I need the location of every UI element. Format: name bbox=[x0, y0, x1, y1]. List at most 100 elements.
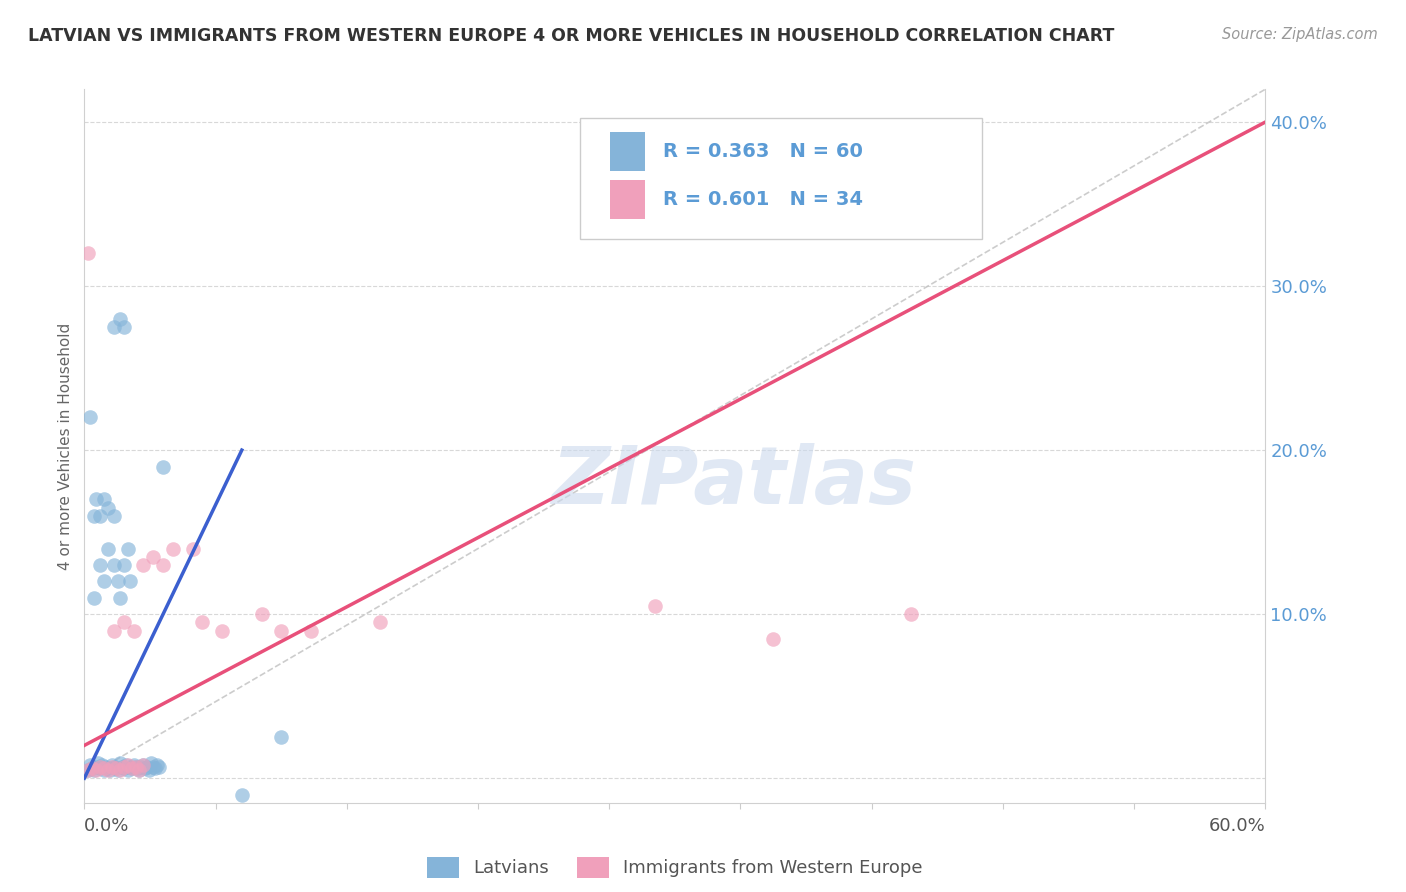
Point bbox=[97, 500, 120, 515]
Point bbox=[94, 760, 117, 774]
Point bbox=[132, 758, 155, 772]
Text: LATVIAN VS IMMIGRANTS FROM WESTERN EUROPE 4 OR MORE VEHICLES IN HOUSEHOLD CORREL: LATVIAN VS IMMIGRANTS FROM WESTERN EUROP… bbox=[28, 27, 1115, 45]
Legend: Latvians, Immigrants from Western Europe: Latvians, Immigrants from Western Europe bbox=[418, 847, 932, 887]
Text: R = 0.601   N = 34: R = 0.601 N = 34 bbox=[664, 190, 863, 209]
Point bbox=[93, 763, 115, 777]
Point bbox=[79, 758, 101, 772]
Point bbox=[84, 763, 107, 777]
Point bbox=[368, 615, 391, 630]
Point bbox=[108, 756, 131, 771]
Point bbox=[117, 758, 139, 772]
Point bbox=[644, 599, 666, 613]
Point bbox=[87, 756, 110, 771]
Point bbox=[79, 410, 101, 425]
Point bbox=[250, 607, 273, 622]
Point bbox=[181, 541, 204, 556]
Text: Source: ZipAtlas.com: Source: ZipAtlas.com bbox=[1222, 27, 1378, 42]
Point bbox=[191, 615, 214, 630]
Point bbox=[299, 624, 322, 638]
Point bbox=[136, 760, 159, 774]
Point bbox=[134, 761, 156, 775]
Point bbox=[111, 760, 134, 774]
Point bbox=[148, 760, 170, 774]
Point bbox=[128, 763, 150, 777]
Point bbox=[142, 760, 165, 774]
Point bbox=[103, 558, 125, 572]
Point bbox=[112, 320, 135, 334]
Point bbox=[89, 558, 111, 572]
FancyBboxPatch shape bbox=[610, 180, 645, 219]
Point bbox=[103, 624, 125, 638]
Point bbox=[117, 541, 139, 556]
Point bbox=[132, 558, 155, 572]
Point bbox=[121, 761, 143, 775]
Point bbox=[82, 761, 104, 775]
Point bbox=[860, 139, 883, 153]
Point bbox=[112, 558, 135, 572]
Point bbox=[97, 761, 120, 775]
Point bbox=[146, 758, 169, 772]
Point bbox=[89, 508, 111, 523]
Point bbox=[118, 574, 141, 589]
Point bbox=[97, 541, 120, 556]
Point bbox=[77, 246, 100, 260]
Point bbox=[124, 760, 146, 774]
Point bbox=[112, 615, 135, 630]
Point bbox=[231, 788, 253, 802]
Point bbox=[141, 756, 163, 771]
Point bbox=[128, 763, 150, 777]
Point bbox=[101, 760, 124, 774]
Point bbox=[103, 320, 125, 334]
Point bbox=[84, 492, 107, 507]
Point bbox=[104, 761, 127, 775]
Point bbox=[108, 311, 131, 326]
Text: R = 0.363   N = 60: R = 0.363 N = 60 bbox=[664, 142, 863, 161]
Point bbox=[122, 758, 145, 772]
Point bbox=[114, 758, 136, 772]
Point bbox=[98, 763, 121, 777]
Point bbox=[83, 763, 105, 777]
Point bbox=[101, 758, 124, 772]
Point bbox=[83, 508, 105, 523]
Text: 0.0%: 0.0% bbox=[84, 817, 129, 835]
Point bbox=[211, 624, 233, 638]
Point bbox=[127, 761, 149, 775]
FancyBboxPatch shape bbox=[610, 132, 645, 171]
Point bbox=[270, 624, 292, 638]
Point bbox=[152, 459, 174, 474]
Point bbox=[103, 760, 125, 774]
Point bbox=[89, 760, 111, 774]
Point bbox=[82, 761, 104, 775]
Point bbox=[900, 607, 922, 622]
Point bbox=[132, 758, 155, 772]
Point bbox=[83, 591, 105, 605]
Point bbox=[84, 760, 107, 774]
Point bbox=[112, 760, 135, 774]
Point bbox=[143, 761, 166, 775]
Point bbox=[124, 760, 146, 774]
Point bbox=[112, 761, 135, 775]
Point bbox=[762, 632, 785, 646]
Point bbox=[270, 730, 292, 744]
Text: 60.0%: 60.0% bbox=[1209, 817, 1265, 835]
Point bbox=[89, 761, 111, 775]
Point bbox=[97, 763, 120, 777]
Point bbox=[131, 760, 153, 774]
Point bbox=[91, 758, 114, 772]
Y-axis label: 4 or more Vehicles in Household: 4 or more Vehicles in Household bbox=[58, 322, 73, 570]
Point bbox=[122, 624, 145, 638]
Point bbox=[103, 508, 125, 523]
Text: ZIPatlas: ZIPatlas bbox=[551, 442, 917, 521]
Point bbox=[142, 549, 165, 564]
Point bbox=[118, 760, 141, 774]
Point bbox=[138, 763, 160, 777]
Point bbox=[162, 541, 184, 556]
Point bbox=[107, 574, 129, 589]
Point bbox=[107, 763, 129, 777]
Point bbox=[108, 763, 131, 777]
FancyBboxPatch shape bbox=[581, 118, 981, 239]
Point bbox=[93, 761, 115, 775]
Point bbox=[108, 591, 131, 605]
Point bbox=[121, 761, 143, 775]
Point bbox=[104, 761, 127, 775]
